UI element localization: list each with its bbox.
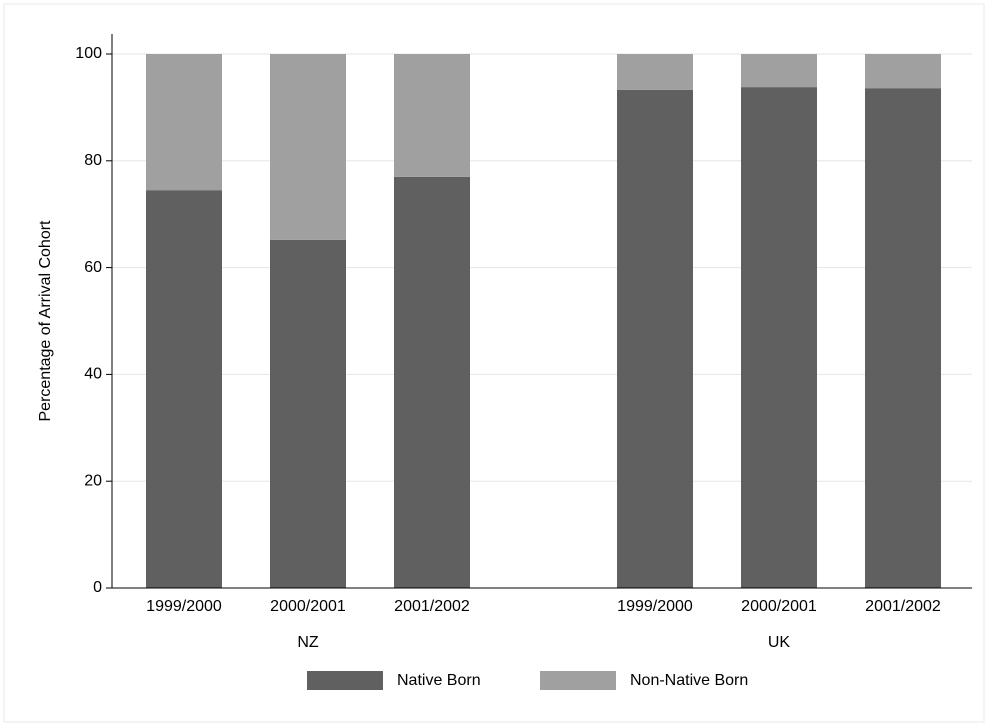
legend-swatch [540, 671, 616, 690]
bar-segment [146, 54, 222, 191]
y-tick-label: 0 [93, 579, 102, 596]
group-label: NZ [297, 634, 319, 651]
y-tick-label: 20 [84, 472, 102, 489]
y-axis-title: Percentage of Arrival Cohort [37, 220, 54, 422]
bar-segment [865, 54, 941, 89]
y-tick-label: 100 [75, 45, 102, 62]
x-tick-label: 2001/2002 [865, 598, 941, 615]
bar-segment [865, 88, 941, 589]
legend-label: Non-Native Born [630, 672, 748, 689]
y-tick-label: 40 [84, 366, 102, 383]
y-tick-label: 60 [84, 259, 102, 276]
bar-segment [394, 54, 470, 177]
y-tick-label: 80 [84, 152, 102, 169]
bar-segment [270, 239, 346, 588]
bar-segment [394, 176, 470, 588]
x-tick-label: 1999/2000 [146, 598, 222, 615]
legend-label: Native Born [397, 672, 481, 689]
bar-segment [741, 54, 817, 88]
x-tick-label: 1999/2000 [617, 598, 693, 615]
legend-swatch [307, 671, 383, 690]
bar-segment [617, 54, 693, 90]
bar-segment [270, 54, 346, 240]
bar-segment [617, 89, 693, 588]
bar-segment [146, 190, 222, 589]
x-tick-label: 2000/2001 [270, 598, 346, 615]
x-tick-label: 2000/2001 [741, 598, 817, 615]
x-tick-label: 2001/2002 [394, 598, 470, 615]
group-label: UK [768, 634, 791, 651]
bar-segment [741, 87, 817, 588]
